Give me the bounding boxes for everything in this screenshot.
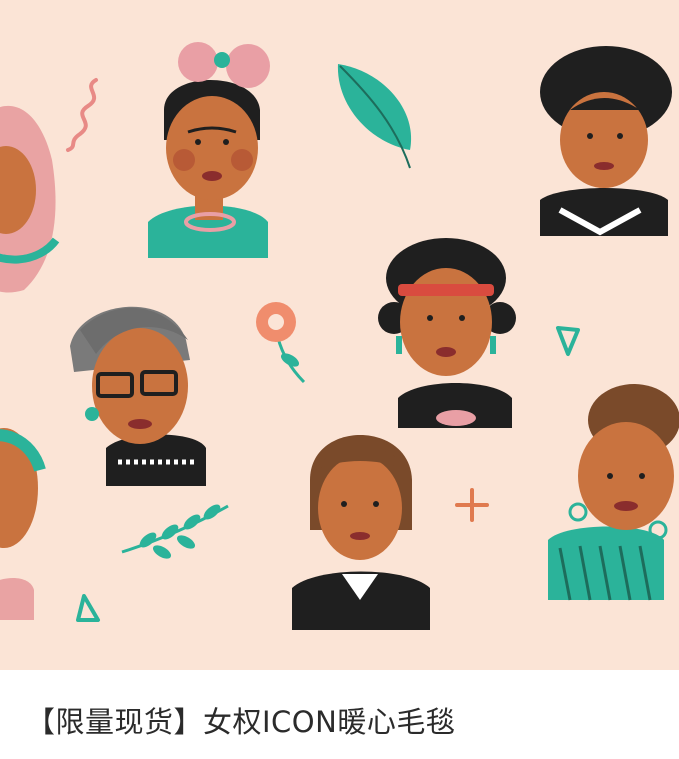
portrait-teal-headband [0,428,46,620]
product-info: 【限量现货】女权ICON暖心毛毯 [0,670,679,759]
portrait-headscarf [0,105,60,293]
leaf-icon [337,64,412,169]
portrait-updo [540,46,672,236]
triangle-icon [76,594,100,622]
triangle-icon [556,326,580,356]
product-image[interactable] [0,0,679,670]
sprig-icon [121,504,229,559]
product-title[interactable]: 【限量现货】女权ICON暖心毛毯 [26,705,456,739]
plus-icon [455,488,489,522]
flower-icon [256,302,306,384]
portrait-headband [378,238,516,428]
portrait-bob [292,435,430,630]
portrait-glasses [70,306,206,486]
portrait-frida [148,42,270,258]
portrait-curly [548,384,679,601]
squiggle-icon [66,78,98,152]
